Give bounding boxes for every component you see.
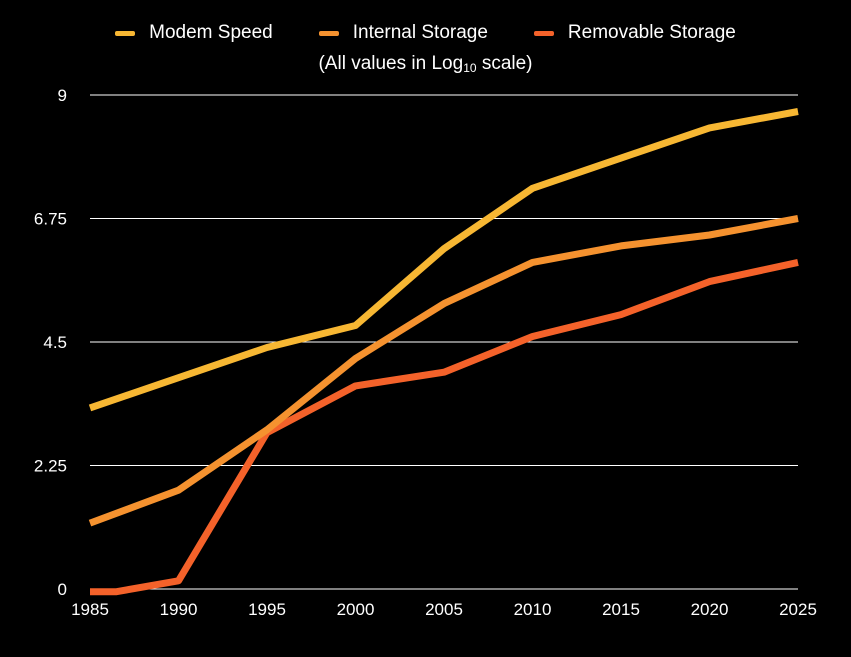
x-tick-label-4: 2005 (425, 600, 463, 619)
x-tick-label-0: 1985 (71, 600, 109, 619)
y-tick-label-0: 0 (58, 580, 67, 599)
x-tick-label-7: 2020 (691, 600, 729, 619)
y-tick-label-4: 9 (58, 86, 67, 105)
legend-label-modem-speed: Modem Speed (149, 22, 273, 43)
subtitle-text-pre: (All values in Log (318, 53, 464, 74)
subtitle-text-post: scale) (476, 53, 533, 74)
legend: Modem Speed Internal Storage Removable S… (0, 22, 851, 44)
x-tick-label-1: 1990 (160, 600, 198, 619)
legend-label-removable-storage: Removable Storage (567, 22, 736, 43)
legend-swatch-modem-speed (115, 30, 136, 36)
chart-subtitle: (All values in Log10 scale) (0, 53, 851, 75)
y-tick-label-1: 2.25 (34, 457, 67, 476)
series-line-removable-storage (90, 258, 799, 596)
legend-label-internal-storage: Internal Storage (352, 22, 488, 43)
legend-swatch-internal-storage (318, 30, 339, 36)
legend-swatch-removable-storage (533, 30, 554, 36)
x-tick-label-8: 2025 (779, 600, 817, 619)
series-line-modem-speed (88, 108, 799, 412)
x-tick-label-5: 2010 (514, 600, 552, 619)
x-tick-label-6: 2015 (602, 600, 640, 619)
subtitle-subscript: 10 (463, 61, 477, 75)
legend-item-removable-storage: Removable Storage (533, 22, 736, 44)
y-tick-label-2: 4.5 (43, 333, 67, 352)
series-line-internal-storage (88, 215, 799, 527)
x-tick-label-3: 2000 (337, 600, 375, 619)
legend-item-internal-storage: Internal Storage (318, 22, 488, 44)
y-tick-label-3: 6.75 (34, 210, 67, 229)
legend-item-modem-speed: Modem Speed (115, 22, 273, 44)
x-tick-label-2: 1995 (248, 600, 286, 619)
